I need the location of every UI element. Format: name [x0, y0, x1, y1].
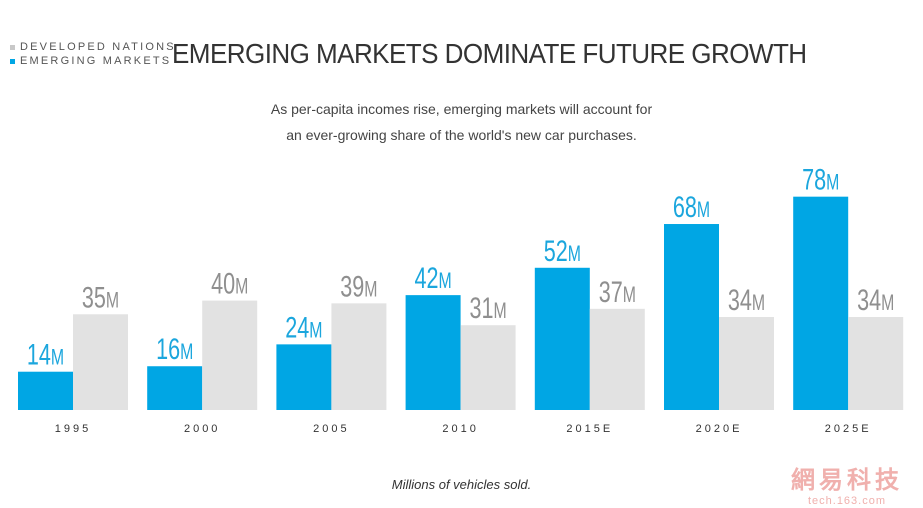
data-label-emerging-2015E: 52M	[544, 233, 581, 267]
data-label-developed-2015E: 37M	[599, 274, 636, 308]
footnote: Millions of vehicles sold.	[391, 477, 532, 492]
data-label-developed-2010: 31M	[469, 291, 506, 325]
bar-emerging-2010	[405, 295, 461, 410]
bar-developed-2005	[331, 303, 387, 410]
bar-developed-2010	[460, 325, 516, 410]
watermark-logo: 網易科技	[791, 467, 903, 494]
data-label-emerging-1995: 14M	[27, 337, 64, 371]
legend-item-emerging: EMERGING MARKETS	[10, 54, 176, 68]
x-tick-label-2010: 2010	[442, 423, 478, 435]
data-label-emerging-2025E: 78M	[802, 162, 839, 196]
data-label-emerging-2005: 24M	[285, 310, 322, 344]
bar-emerging-2025E	[793, 196, 849, 410]
x-tick-label-2000: 2000	[184, 423, 220, 435]
bar-developed-2000	[202, 300, 258, 410]
data-label-developed-2020E: 34M	[728, 282, 765, 316]
bar-emerging-1995	[18, 371, 73, 410]
data-label-emerging-2010: 42M	[414, 261, 451, 295]
data-label-developed-2025E: 34M	[857, 282, 894, 316]
bar-emerging-2005	[276, 344, 332, 410]
x-tick-label-1995: 1995	[55, 423, 91, 435]
legend-swatch-emerging	[10, 58, 15, 64]
subtitle-line-2: an ever-growing share of the world's new…	[286, 127, 637, 143]
bar-emerging-2020E	[664, 224, 719, 410]
x-tick-label-2015E: 2015E	[566, 423, 613, 435]
chart-subtitle: As per-capita incomes rise, emerging mar…	[0, 96, 923, 148]
chart-title: EMERGING MARKETS DOMINATE FUTURE GROWTH	[172, 38, 807, 69]
x-tick-label-2005: 2005	[313, 423, 349, 435]
data-label-emerging-2020E: 68M	[673, 189, 710, 223]
bar-emerging-2000	[147, 366, 203, 410]
x-tick-label-2025E: 2025E	[825, 423, 872, 435]
bar-developed-2025E	[848, 317, 904, 410]
legend-label-emerging: EMERGING MARKETS	[20, 55, 172, 67]
bar-developed-1995	[73, 314, 128, 410]
watermark-url: tech.163.com	[807, 495, 887, 507]
x-tick-label-2020E: 2020E	[696, 423, 743, 435]
bar-developed-2015E	[589, 308, 645, 410]
bar-emerging-2015E	[534, 267, 590, 410]
legend-item-developed: DEVELOPED NATIONS	[10, 40, 176, 54]
legend-swatch-developed	[10, 44, 15, 50]
legend: DEVELOPED NATIONS EMERGING MARKETS	[10, 40, 176, 68]
data-label-developed-2000: 40M	[211, 266, 248, 300]
subtitle-line-1: As per-capita incomes rise, emerging mar…	[270, 101, 653, 117]
legend-label-developed: DEVELOPED NATIONS	[20, 41, 176, 53]
data-label-developed-2005: 39M	[340, 269, 377, 303]
bar-developed-2020E	[719, 317, 774, 410]
data-label-emerging-2000: 16M	[156, 332, 193, 366]
watermark: 網易科技 tech.163.com	[777, 460, 917, 507]
data-label-developed-1995: 35M	[82, 280, 119, 314]
